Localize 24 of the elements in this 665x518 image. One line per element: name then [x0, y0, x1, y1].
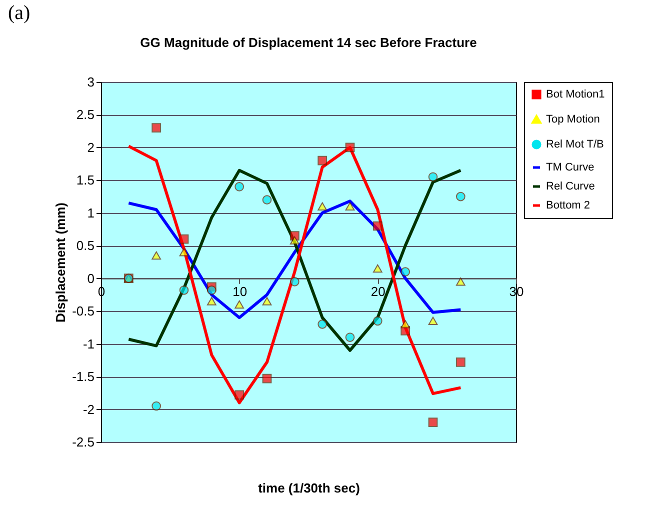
y-tick-label: -1.5 — [72, 369, 94, 384]
chart-title: GG Magnitude of Displacement 14 sec Before Fracture — [140, 35, 477, 50]
y-axis-title: Displacement (mm) — [53, 202, 68, 322]
legend-label: TM Curve — [546, 162, 594, 174]
y-tick-label: 0.5 — [76, 238, 94, 254]
y-tick-label: 0 — [87, 270, 94, 286]
legend-label: Bot Motion1 — [546, 88, 605, 100]
y-tick-label: 1.5 — [76, 172, 94, 188]
legend-label: Bottom 2 — [546, 200, 590, 212]
y-tick-label: 2.5 — [76, 107, 94, 122]
x-tick-label: 10 — [232, 284, 248, 299]
legend-label: Top Motion — [546, 114, 600, 126]
y-tick-label: -2 — [82, 402, 94, 417]
x-axis-title: time (1/30th sec) — [258, 480, 360, 496]
y-tick-label: -1 — [82, 336, 94, 352]
text: (a) — [8, 2, 30, 25]
y-tick-label: 1 — [87, 205, 94, 220]
y-tick-label: -2.5 — [72, 434, 94, 450]
y-tick-label: 2 — [87, 140, 94, 155]
legend-label: Rel Mot T/B — [546, 138, 604, 150]
legend-label: Rel Curve — [546, 180, 595, 192]
y-tick-label: 3 — [87, 74, 94, 90]
x-tick-label: 20 — [370, 284, 386, 299]
y-tick-label: -0.5 — [72, 304, 94, 319]
